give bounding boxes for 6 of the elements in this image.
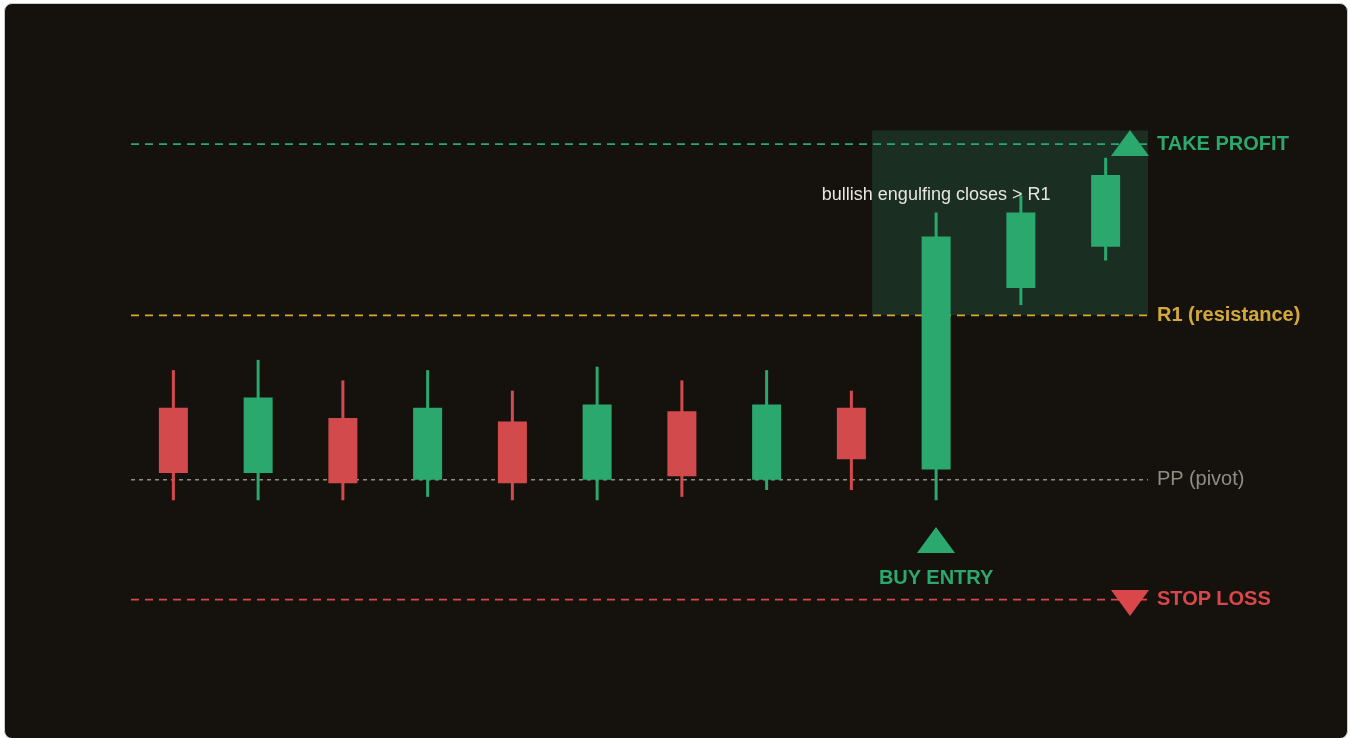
ref-line-label: R1 (resistance)	[1157, 302, 1301, 325]
ref-line-label: PP (pivot)	[1157, 467, 1245, 490]
text: BUY ENTRY	[878, 565, 995, 588]
annotation: bullish engulfing closes > R1	[821, 183, 1051, 204]
ref-line-label: TAKE PROFIT	[1157, 131, 1289, 154]
ref-line-label: STOP LOSS	[1157, 587, 1271, 610]
